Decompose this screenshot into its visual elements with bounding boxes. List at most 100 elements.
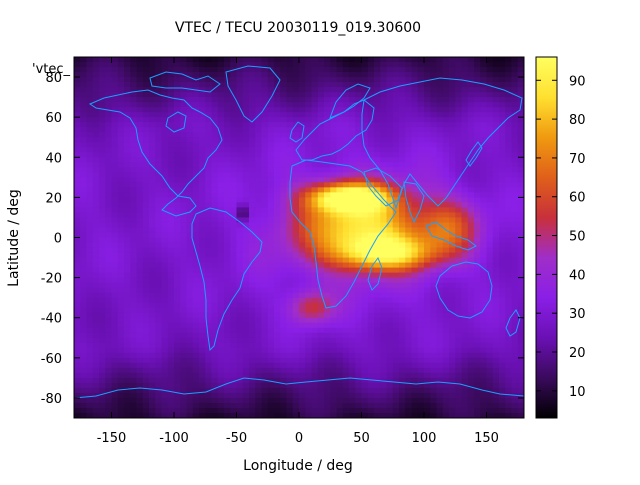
- heatmap-cell: [230, 227, 237, 233]
- heatmap-cell: [243, 313, 250, 319]
- heatmap-cell: [430, 238, 437, 244]
- heatmap-cell: [87, 57, 94, 63]
- heatmap-cell: [380, 102, 387, 108]
- heatmap-cell: [137, 62, 144, 68]
- heatmap-cell: [368, 217, 375, 223]
- heatmap-cell: [424, 248, 431, 254]
- heatmap-cell: [199, 383, 206, 389]
- heatmap-cell: [343, 388, 350, 394]
- heatmap-cell: [493, 62, 500, 68]
- heatmap-cell: [387, 232, 394, 238]
- heatmap-cell: [224, 172, 231, 178]
- heatmap-cell: [280, 152, 287, 158]
- heatmap-cell: [487, 227, 494, 233]
- heatmap-cell: [449, 207, 456, 213]
- heatmap-cell: [212, 197, 219, 203]
- heatmap-cell: [93, 378, 100, 384]
- heatmap-cell: [262, 303, 269, 309]
- heatmap-cell: [262, 243, 269, 249]
- heatmap-cell: [455, 388, 462, 394]
- heatmap-cell: [118, 318, 125, 324]
- heatmap-cell: [368, 67, 375, 73]
- heatmap-cell: [105, 268, 112, 274]
- heatmap-cell: [99, 313, 106, 319]
- heatmap-cell: [105, 147, 112, 153]
- heatmap-cell: [137, 238, 144, 244]
- heatmap-cell: [255, 87, 262, 93]
- heatmap-cell: [518, 82, 525, 88]
- heatmap-cell: [155, 373, 162, 379]
- heatmap-cell: [237, 263, 244, 269]
- heatmap-cell: [355, 283, 362, 289]
- heatmap-cell: [462, 343, 469, 349]
- heatmap-cell: [212, 403, 219, 409]
- heatmap-cell: [399, 303, 406, 309]
- heatmap-cell: [424, 273, 431, 279]
- heatmap-cell: [449, 363, 456, 369]
- heatmap-cell: [399, 278, 406, 284]
- heatmap-cell: [399, 338, 406, 344]
- heatmap-cell: [174, 293, 181, 299]
- heatmap-cell: [337, 243, 344, 249]
- heatmap-cell: [268, 127, 275, 133]
- heatmap-cell: [430, 333, 437, 339]
- heatmap-cell: [505, 202, 512, 208]
- heatmap-cell: [124, 283, 131, 289]
- heatmap-cell: [174, 243, 181, 249]
- heatmap-cell: [480, 132, 487, 138]
- heatmap-cell: [287, 243, 294, 249]
- heatmap-cell: [124, 288, 131, 294]
- heatmap-cell: [174, 207, 181, 213]
- heatmap-cell: [487, 378, 494, 384]
- heatmap-cell: [149, 303, 156, 309]
- heatmap-cell: [312, 393, 319, 399]
- heatmap-cell: [362, 232, 369, 238]
- heatmap-cell: [405, 248, 412, 254]
- heatmap-cell: [224, 293, 231, 299]
- heatmap-cell: [412, 137, 419, 143]
- heatmap-cell: [180, 102, 187, 108]
- heatmap-cell: [399, 323, 406, 329]
- heatmap-cell: [87, 147, 94, 153]
- heatmap-cell: [455, 248, 462, 254]
- heatmap-cell: [462, 293, 469, 299]
- heatmap-cell: [149, 147, 156, 153]
- heatmap-cell: [462, 273, 469, 279]
- heatmap-cell: [268, 383, 275, 389]
- heatmap-cell: [180, 373, 187, 379]
- heatmap-cell: [499, 207, 506, 213]
- heatmap-cell: [512, 132, 519, 138]
- heatmap-cell: [493, 162, 500, 168]
- heatmap-cell: [224, 187, 231, 193]
- heatmap-cell: [137, 328, 144, 334]
- heatmap-cell: [330, 298, 337, 304]
- heatmap-cell: [393, 318, 400, 324]
- heatmap-cell: [224, 288, 231, 294]
- heatmap-cell: [105, 348, 112, 354]
- heatmap-cell: [312, 368, 319, 374]
- heatmap-cell: [174, 308, 181, 314]
- heatmap-cell: [368, 197, 375, 203]
- heatmap-cell: [174, 348, 181, 354]
- heatmap-cell: [324, 373, 331, 379]
- heatmap-cell: [130, 298, 137, 304]
- heatmap-cell: [337, 303, 344, 309]
- heatmap-cell: [512, 258, 519, 264]
- heatmap-cell: [262, 127, 269, 133]
- heatmap-cell: [262, 268, 269, 274]
- heatmap-cell: [505, 227, 512, 233]
- heatmap-cell: [243, 232, 250, 238]
- heatmap-cell: [105, 182, 112, 188]
- heatmap-cell: [174, 323, 181, 329]
- heatmap-cell: [99, 323, 106, 329]
- heatmap-cell: [387, 263, 394, 269]
- heatmap-cell: [124, 187, 131, 193]
- heatmap-cell: [174, 227, 181, 233]
- heatmap-cell: [237, 243, 244, 249]
- heatmap-cell: [93, 348, 100, 354]
- heatmap-cell: [349, 253, 356, 259]
- heatmap-cell: [380, 157, 387, 163]
- heatmap-cell: [187, 92, 194, 98]
- heatmap-cell: [87, 142, 94, 148]
- heatmap-cell: [137, 207, 144, 213]
